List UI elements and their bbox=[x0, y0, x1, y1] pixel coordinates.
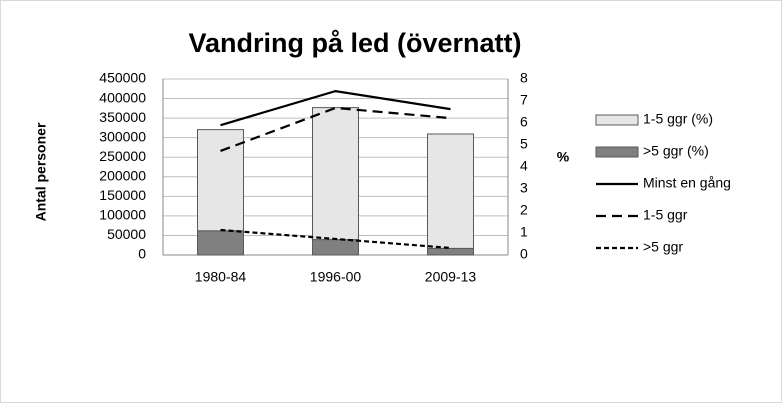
y2-tick-label: 0 bbox=[520, 246, 528, 262]
y-tick-label: 450000 bbox=[99, 70, 146, 86]
x-tick-label: 1980-84 bbox=[195, 269, 247, 285]
y-tick-label: 300000 bbox=[99, 128, 146, 144]
legend-label: >5 ggr bbox=[643, 239, 683, 255]
legend-swatch bbox=[595, 114, 639, 126]
y2-tick-label: 1 bbox=[520, 224, 528, 240]
y2-axis-label: % bbox=[557, 149, 570, 165]
y2-tick-label: 2 bbox=[520, 202, 528, 218]
bar bbox=[197, 230, 244, 256]
bar bbox=[427, 133, 474, 249]
y2-tick-label: 3 bbox=[520, 180, 528, 196]
x-tick-label: 1996-00 bbox=[310, 269, 362, 285]
y2-tick-label: 4 bbox=[520, 158, 528, 174]
line-series bbox=[220, 228, 451, 250]
bar bbox=[312, 239, 359, 256]
x-tick-label: 2009-13 bbox=[425, 269, 477, 285]
y-axis-label: Antal personer bbox=[33, 122, 49, 221]
y-tick-label: 100000 bbox=[99, 207, 146, 223]
y-tick-label: 400000 bbox=[99, 89, 146, 105]
y-tick-label: 350000 bbox=[99, 109, 146, 125]
legend-swatch bbox=[595, 146, 639, 158]
line-series bbox=[220, 106, 451, 152]
bar bbox=[427, 247, 474, 256]
legend-label: >5 ggr (%) bbox=[643, 143, 709, 159]
legend-label: 1-5 ggr (%) bbox=[643, 111, 713, 127]
legend-label: Minst en gång bbox=[643, 175, 731, 191]
bar bbox=[312, 107, 359, 241]
y-tick-label: 200000 bbox=[99, 167, 146, 183]
y-tick-label: 250000 bbox=[99, 148, 146, 164]
chart-title: Vandring på led (övernatt) bbox=[188, 28, 521, 58]
y-tick-label: 150000 bbox=[99, 187, 146, 203]
line-series bbox=[220, 89, 451, 127]
y-tick-label: 50000 bbox=[107, 226, 146, 242]
y2-tick-label: 8 bbox=[520, 70, 528, 86]
y2-tick-label: 5 bbox=[520, 136, 528, 152]
legend-label: 1-5 ggr bbox=[643, 207, 688, 223]
y2-tick-label: 6 bbox=[520, 114, 528, 130]
y-tick-label: 0 bbox=[138, 246, 146, 262]
y2-tick-label: 7 bbox=[520, 92, 528, 108]
